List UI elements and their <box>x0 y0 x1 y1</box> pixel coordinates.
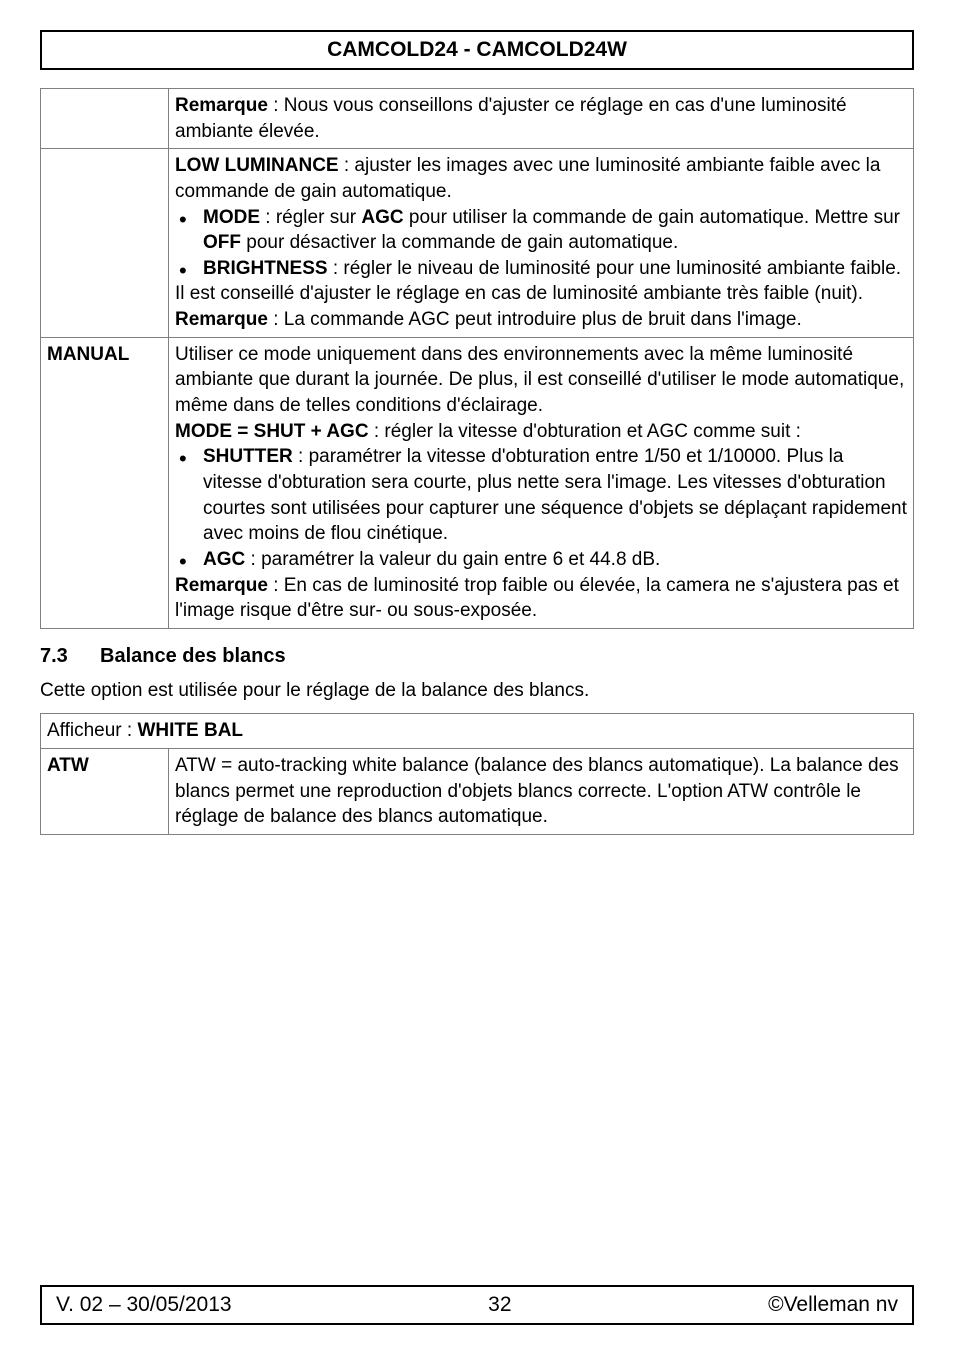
remarque-line: Remarque : En cas de luminosité trop fai… <box>175 573 907 624</box>
table-row: LOW LUMINANCE : ajuster les images avec … <box>41 149 914 337</box>
bullet-bold: AGC <box>361 207 403 228</box>
header-title-box: CAMCOLD24 - CAMCOLD24W <box>40 30 914 70</box>
remarque-label: Remarque <box>175 309 268 330</box>
table-row: ATW ATW = auto-tracking white balance (b… <box>41 749 914 835</box>
table-row: Remarque : Nous vous conseillons d'ajust… <box>41 89 914 149</box>
list-item: MODE : régler sur AGC pour utiliser la c… <box>175 205 907 256</box>
white-balance-table: Afficheur : WHITE BAL ATW ATW = auto-tra… <box>40 713 914 835</box>
mode-label: MODE = SHUT + AGC <box>175 421 369 442</box>
bullet-text: : régler sur <box>260 207 361 228</box>
bullet-text: : paramétrer la valeur du gain entre 6 e… <box>245 549 660 570</box>
bullet-text: : régler le niveau de luminosité pour un… <box>328 258 902 279</box>
bullet-list: SHUTTER : paramétrer la vitesse d'obtura… <box>175 444 907 572</box>
remarque-text: : Nous vous conseillons d'ajuster ce rég… <box>175 95 847 142</box>
bullet-text: : paramétrer la vitesse d'obturation ent… <box>203 446 907 544</box>
bullet-text: pour utiliser la commande de gain automa… <box>404 207 900 228</box>
row-content: Remarque : Nous vous conseillons d'ajust… <box>169 89 914 149</box>
manual-intro: Utiliser ce mode uniquement dans des env… <box>175 342 907 419</box>
bullet-text: pour désactiver la commande de gain auto… <box>241 232 678 253</box>
caption-prefix: Afficheur : <box>47 720 137 741</box>
low-luminance-label: LOW LUMINANCE <box>175 155 339 176</box>
remarque-label: Remarque <box>175 95 268 116</box>
bullet-label: AGC <box>203 549 245 570</box>
footer-page: 32 <box>488 1293 511 1317</box>
footer-version: V. 02 – 30/05/2013 <box>56 1293 232 1317</box>
list-item: SHUTTER : paramétrer la vitesse d'obtura… <box>175 444 907 547</box>
bullet-list: MODE : régler sur AGC pour utiliser la c… <box>175 205 907 282</box>
section-title: Balance des blancs <box>100 645 286 667</box>
bullet-label: BRIGHTNESS <box>203 258 328 279</box>
after-bullets-text: Il est conseillé d'ajuster le réglage en… <box>175 281 907 307</box>
row-content: Utiliser ce mode uniquement dans des env… <box>169 337 914 628</box>
row-label: MANUAL <box>41 337 169 628</box>
mode-text: : régler la vitesse d'obturation et AGC … <box>369 421 801 442</box>
remarque-line: Remarque : La commande AGC peut introdui… <box>175 307 907 333</box>
remarque-text: : La commande AGC peut introduire plus d… <box>268 309 802 330</box>
bullet-label: MODE <box>203 207 260 228</box>
row-label <box>41 89 169 149</box>
table-caption: Afficheur : WHITE BAL <box>41 714 914 749</box>
low-luminance-line: LOW LUMINANCE : ajuster les images avec … <box>175 153 907 204</box>
remarque-text: : En cas de luminosité trop faible ou él… <box>175 575 899 622</box>
remarque-label: Remarque <box>175 575 268 596</box>
bullet-bold: OFF <box>203 232 241 253</box>
table-row: MANUAL Utiliser ce mode uniquement dans … <box>41 337 914 628</box>
section-intro: Cette option est utilisée pour le réglag… <box>40 678 914 704</box>
row-content: LOW LUMINANCE : ajuster les images avec … <box>169 149 914 337</box>
bullet-label: SHUTTER <box>203 446 293 467</box>
row-content: ATW = auto-tracking white balance (balan… <box>169 749 914 835</box>
footer-copyright: ©Velleman nv <box>768 1293 898 1317</box>
exposure-table: Remarque : Nous vous conseillons d'ajust… <box>40 88 914 629</box>
list-item: AGC : paramétrer la valeur du gain entre… <box>175 547 907 573</box>
section-number: 7.3 <box>40 645 100 668</box>
table-caption-row: Afficheur : WHITE BAL <box>41 714 914 749</box>
list-item: BRIGHTNESS : régler le niveau de luminos… <box>175 256 907 282</box>
header-title: CAMCOLD24 - CAMCOLD24W <box>327 38 627 61</box>
footer-box: V. 02 – 30/05/2013 32 ©Velleman nv <box>40 1285 914 1325</box>
row-label <box>41 149 169 337</box>
mode-line: MODE = SHUT + AGC : régler la vitesse d'… <box>175 419 907 445</box>
section-heading: 7.3Balance des blancs <box>40 645 914 668</box>
caption-value: WHITE BAL <box>137 720 243 741</box>
row-label: ATW <box>41 749 169 835</box>
